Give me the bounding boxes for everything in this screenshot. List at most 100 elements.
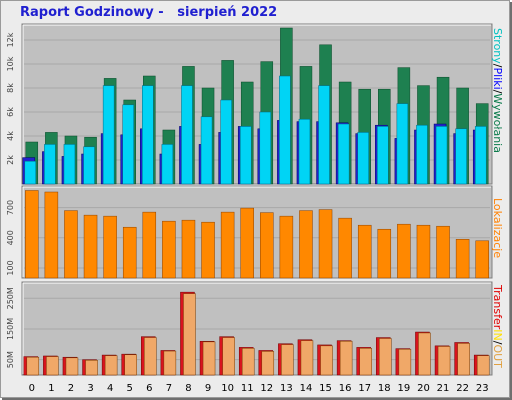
x-tick-label: 14 xyxy=(300,383,313,394)
bar-transfer-out xyxy=(104,355,118,376)
bar-transfer-out xyxy=(222,337,235,376)
bar-transfer-out xyxy=(359,348,372,376)
bar-lokalizacje xyxy=(260,212,274,279)
bar-transfer-out xyxy=(26,356,40,376)
x-tick-label: 22 xyxy=(456,383,469,394)
bar-strony xyxy=(44,144,56,185)
bar-lokalizacje xyxy=(338,217,352,279)
x-tick-label: 6 xyxy=(146,383,152,394)
x-tick-label: 13 xyxy=(280,383,293,394)
bar-transfer-out xyxy=(398,348,412,376)
legend-top: Strony/Pliki/Wywołania xyxy=(491,28,504,153)
bar-transfer-out xyxy=(300,340,314,376)
legend-bottom-item: IN xyxy=(491,329,504,341)
bar-lokalizacje xyxy=(397,223,411,279)
bar-strony xyxy=(102,85,115,185)
x-tick-label: 23 xyxy=(476,383,489,394)
bar-lokalizacje xyxy=(357,224,372,279)
x-tick-label: 11 xyxy=(241,383,254,394)
bar-transfer-out xyxy=(65,357,79,376)
legend-bottom-item: Transfer xyxy=(491,285,504,330)
bar-transfer-out xyxy=(418,332,431,376)
bar-lokalizacje xyxy=(318,209,333,279)
y-tick-label: 150M xyxy=(6,318,15,340)
bar-lokalizacje xyxy=(455,239,470,279)
bar-transfer-out xyxy=(261,351,275,376)
bar-lokalizacje xyxy=(44,191,59,279)
bar-transfer-out xyxy=(241,348,255,376)
bar-lokalizacje xyxy=(377,228,392,279)
legend-middle: Lokalizacje xyxy=(491,198,504,258)
bar-lokalizacje xyxy=(162,220,176,279)
bar-strony xyxy=(416,124,428,185)
bar-transfer-out xyxy=(144,337,157,376)
y-tick-label: 12k xyxy=(6,32,15,47)
bar-transfer-out xyxy=(457,343,470,376)
legend-top-item: Strony xyxy=(491,28,504,64)
y-tick-label: 700 xyxy=(6,200,15,215)
bar-transfer-out xyxy=(124,354,137,376)
x-tick-label: 20 xyxy=(417,383,430,394)
x-tick-label: 4 xyxy=(107,383,113,394)
bar-transfer-out xyxy=(379,338,392,376)
x-tick-label: 16 xyxy=(339,383,352,394)
bar-strony xyxy=(220,99,232,185)
x-tick-label: 5 xyxy=(127,383,133,394)
bar-strony xyxy=(239,126,252,185)
x-tick-label: 10 xyxy=(221,383,234,394)
x-tick-label: 1 xyxy=(48,383,54,394)
x-tick-label: 3 xyxy=(87,383,93,394)
legend-bottom: TransferIN/OUT xyxy=(491,285,504,368)
bar-lokalizacje xyxy=(142,211,157,279)
y-tick-label: 400 xyxy=(6,230,15,245)
y-tick-label: 250M xyxy=(6,287,15,309)
bar-strony xyxy=(142,85,154,185)
bar-lokalizacje xyxy=(181,219,196,279)
bar-strony xyxy=(357,132,369,185)
legend-bottom-item: OUT xyxy=(491,344,504,368)
bar-transfer-out xyxy=(46,356,59,376)
bar-transfer-out xyxy=(339,340,353,376)
bar-strony xyxy=(24,160,37,185)
bar-lokalizacje xyxy=(475,240,489,279)
bar-strony xyxy=(337,123,350,185)
x-tick-label: 8 xyxy=(185,383,191,394)
x-tick-label: 12 xyxy=(260,383,273,394)
bar-lokalizacje xyxy=(103,215,117,279)
legend-top-item: Wywołania xyxy=(491,93,504,153)
bar-strony xyxy=(200,116,213,185)
bar-lokalizacje xyxy=(240,207,254,279)
bar-strony xyxy=(377,126,389,185)
bar-strony xyxy=(435,126,448,185)
bar-strony xyxy=(474,126,487,185)
y-tick-label: 8k xyxy=(6,83,15,93)
x-tick-label: 19 xyxy=(398,383,411,394)
bar-lokalizacje xyxy=(201,221,215,279)
bar-strony xyxy=(63,144,76,185)
bar-transfer-out xyxy=(183,293,196,376)
bar-transfer-out xyxy=(85,360,98,376)
bar-transfer-out xyxy=(202,341,216,376)
bar-lokalizacje xyxy=(83,214,98,279)
x-tick-label: 7 xyxy=(166,383,172,394)
y-tick-label: 50M xyxy=(6,351,15,368)
x-tick-label: 15 xyxy=(319,383,332,394)
x-tick-label: 21 xyxy=(437,383,450,394)
bar-lokalizacje xyxy=(416,224,431,279)
bar-strony xyxy=(279,75,291,185)
legend-middle-item: Lokalizacje xyxy=(491,198,504,259)
bar-transfer-out xyxy=(320,345,333,376)
bar-lokalizacje xyxy=(299,210,313,279)
page-title: Raport Godzinowy - sierpień 2022 xyxy=(20,5,278,20)
bar-transfer-out xyxy=(281,344,294,376)
y-tick-label: 10k xyxy=(6,56,15,71)
bar-strony xyxy=(259,111,272,185)
bar-strony xyxy=(318,85,330,185)
bar-transfer-out xyxy=(163,350,177,376)
x-tick-label: 18 xyxy=(378,383,391,394)
bar-transfer-out xyxy=(476,355,490,376)
bar-strony xyxy=(455,128,467,185)
x-tick-label: 0 xyxy=(29,383,35,394)
bar-strony xyxy=(83,146,95,185)
